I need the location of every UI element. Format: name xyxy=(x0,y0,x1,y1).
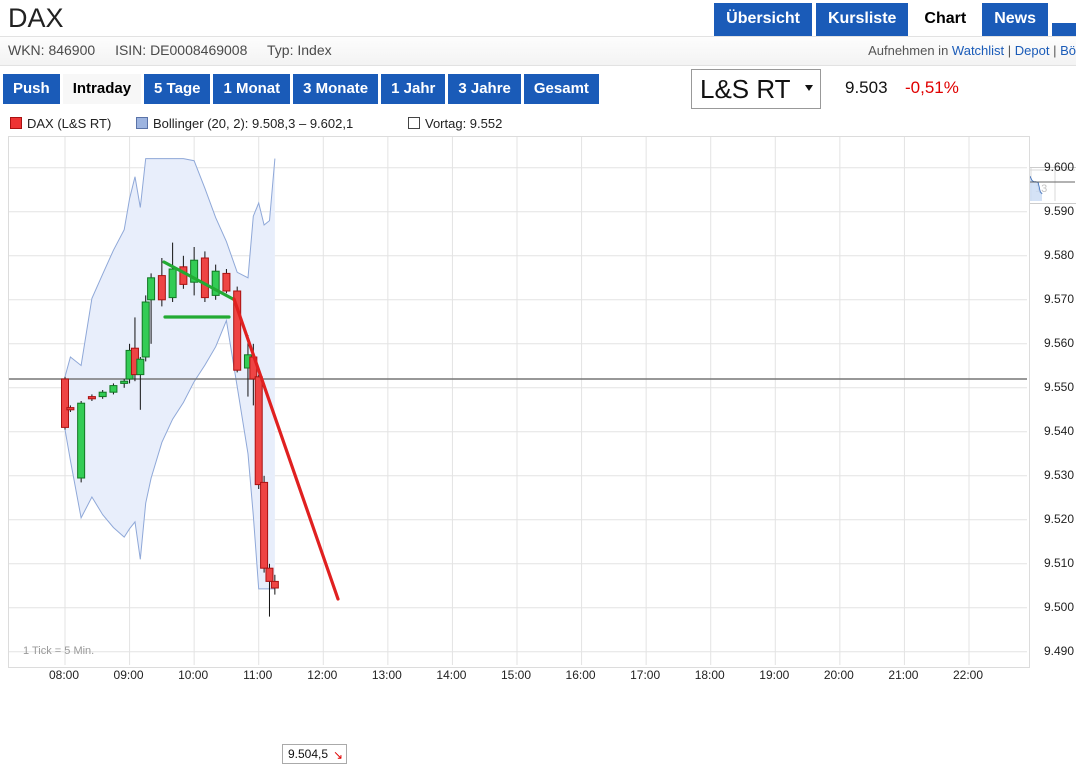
legend-label-bollinger: Bollinger (20, 2): 9.508,3 – 9.602,1 xyxy=(153,116,354,131)
x-axis-label: 22:00 xyxy=(952,668,984,682)
price-annotation: 9.504,5 ↘ xyxy=(282,744,348,764)
page-title: DAX xyxy=(8,3,64,33)
change-percent: -0,51% xyxy=(905,78,959,97)
timeframe-1-jahr[interactable]: 1 Jahr xyxy=(381,74,446,104)
y-axis: 9.490 9.500 9.510 9.520 9.530 9.540 9.550 9.560… xyxy=(1032,136,1076,666)
x-axis-label: 16:00 xyxy=(565,668,596,682)
x-axis-label: 12:00 xyxy=(307,668,338,682)
legend-label-vortag: Vortag: 9.552 xyxy=(425,116,503,131)
x-axis-label: 15:00 xyxy=(500,668,532,682)
last-price: 9.503 xyxy=(845,78,888,97)
x-axis-label: 20:00 xyxy=(823,668,854,682)
annotation-value: 9.504,5 xyxy=(288,747,329,761)
chevron-down-icon xyxy=(805,85,813,91)
sep-1: | xyxy=(1004,43,1015,58)
instrument-subheader: WKN: 846900 ISIN: DE0008469008 Typ: Inde… xyxy=(0,36,1076,66)
chart-plot[interactable]: 1 Tick = 5 Min. xyxy=(8,136,1030,668)
tick-interval-note: 1 Tick = 5 Min. xyxy=(23,645,95,657)
x-axis-label: 10:00 xyxy=(178,668,209,682)
legend-item-vortag: Vortag: 9.552 xyxy=(408,116,502,131)
y-axis-label: 9.590 xyxy=(1043,203,1074,218)
timeframe-gesamt[interactable]: Gesamt xyxy=(523,74,599,104)
y-axis-label: 9.600 xyxy=(1043,159,1074,174)
isin-label: ISIN: DE0008469008 xyxy=(115,42,248,58)
legend-label-dax: DAX (L&S RT) xyxy=(27,116,112,131)
y-axis-label: 9.570 xyxy=(1043,291,1074,306)
x-axis-label: 13:00 xyxy=(371,668,402,682)
timeframe-3-jahre[interactable]: 3 Jahre xyxy=(448,74,521,104)
y-axis-label: 9.540 xyxy=(1043,423,1074,438)
y-axis-label: 9.510 xyxy=(1043,555,1074,570)
add-to-watchlist-line: Aufnehmen in Watchlist | Depot | Bö xyxy=(868,43,1076,58)
y-axis-label: 9.500 xyxy=(1043,599,1074,614)
chart-area: 1 Tick = 5 Min. 9.490 9.500 9.510 9.520 9.53… xyxy=(0,136,1076,764)
timeframe-button-group: Push Intraday 5 Tage 1 Monat 3 Monate 1 … xyxy=(3,74,602,104)
legend-item-bollinger: Bollinger (20, 2): 9.508,3 – 9.602,1 xyxy=(136,116,353,131)
legend-swatch-bollinger-icon xyxy=(136,117,148,129)
y-axis-label: 9.490 xyxy=(1043,643,1074,658)
legend-swatch-vortag-icon xyxy=(408,117,420,129)
nav-tab-overflow[interactable] xyxy=(1052,23,1076,36)
legend-item-dax: DAX (L&S RT) xyxy=(10,116,111,131)
chart-toolbar: Push Intraday 5 Tage 1 Monat 3 Monate 1 … xyxy=(0,66,1076,204)
watchlist-link[interactable]: Watchlist xyxy=(951,43,1005,58)
timeframe-intraday[interactable]: Intraday xyxy=(62,74,142,104)
x-axis-label: 17:00 xyxy=(630,668,661,682)
y-axis-label: 9.550 xyxy=(1043,379,1074,394)
y-axis-label: 9.560 xyxy=(1043,335,1074,350)
sep-2: | xyxy=(1049,43,1061,58)
x-axis-label: 18:00 xyxy=(694,668,725,682)
y-axis-label: 9.520 xyxy=(1043,511,1074,526)
down-arrow-icon: ↘ xyxy=(332,748,344,762)
nav-tab-kursliste[interactable]: Kursliste xyxy=(815,3,909,36)
venue-selector[interactable]: L&S RT xyxy=(691,69,821,109)
y-axis-label: 9.580 xyxy=(1043,247,1074,262)
legend-swatch-dax-icon xyxy=(10,117,22,129)
x-axis-label: 11:00 xyxy=(243,668,273,682)
x-axis-label: 19:00 xyxy=(759,668,790,682)
venue-label: L&S RT xyxy=(700,74,791,104)
x-axis-label: 21:00 xyxy=(888,668,919,682)
timeframe-push[interactable]: Push xyxy=(3,74,60,104)
timeframe-5-tage[interactable]: 5 Tage xyxy=(144,74,211,104)
x-axis: 08:00 09:00 10:00 11:00 12:00 13:00 14:00 15:00… xyxy=(0,666,1076,688)
x-axis-label: 14:00 xyxy=(436,668,467,682)
typ-label: Typ: Index xyxy=(267,42,332,58)
page-header: DAX Übersicht Kursliste Chart News xyxy=(0,0,1076,36)
x-axis-label: 08:00 xyxy=(48,668,80,682)
instrument-identifiers: WKN: 846900 ISIN: DE0008469008 Typ: Inde… xyxy=(8,42,348,58)
nav-tab-chart[interactable]: Chart xyxy=(912,3,979,36)
chart-legend: DAX (L&S RT) Bollinger (20, 2): 9.508,3 … xyxy=(0,114,1076,136)
x-axis-label: 09:00 xyxy=(113,668,144,682)
y-axis-label: 9.530 xyxy=(1043,467,1074,482)
main-navigation: Übersicht Kursliste Chart News xyxy=(714,1,1076,36)
chart-svg xyxy=(9,137,1027,665)
timeframe-1-monat[interactable]: 1 Monat xyxy=(213,74,291,104)
boerse-link[interactable]: Bö xyxy=(1060,43,1076,58)
nav-tab-news[interactable]: News xyxy=(982,3,1048,36)
timeframe-3-monate[interactable]: 3 Monate xyxy=(293,74,379,104)
depot-link[interactable]: Depot xyxy=(1014,43,1050,58)
wkn-label: WKN: 846900 xyxy=(8,42,96,58)
nav-tab-uebersicht[interactable]: Übersicht xyxy=(714,3,812,36)
watchlist-prefix: Aufnehmen in xyxy=(868,43,952,58)
